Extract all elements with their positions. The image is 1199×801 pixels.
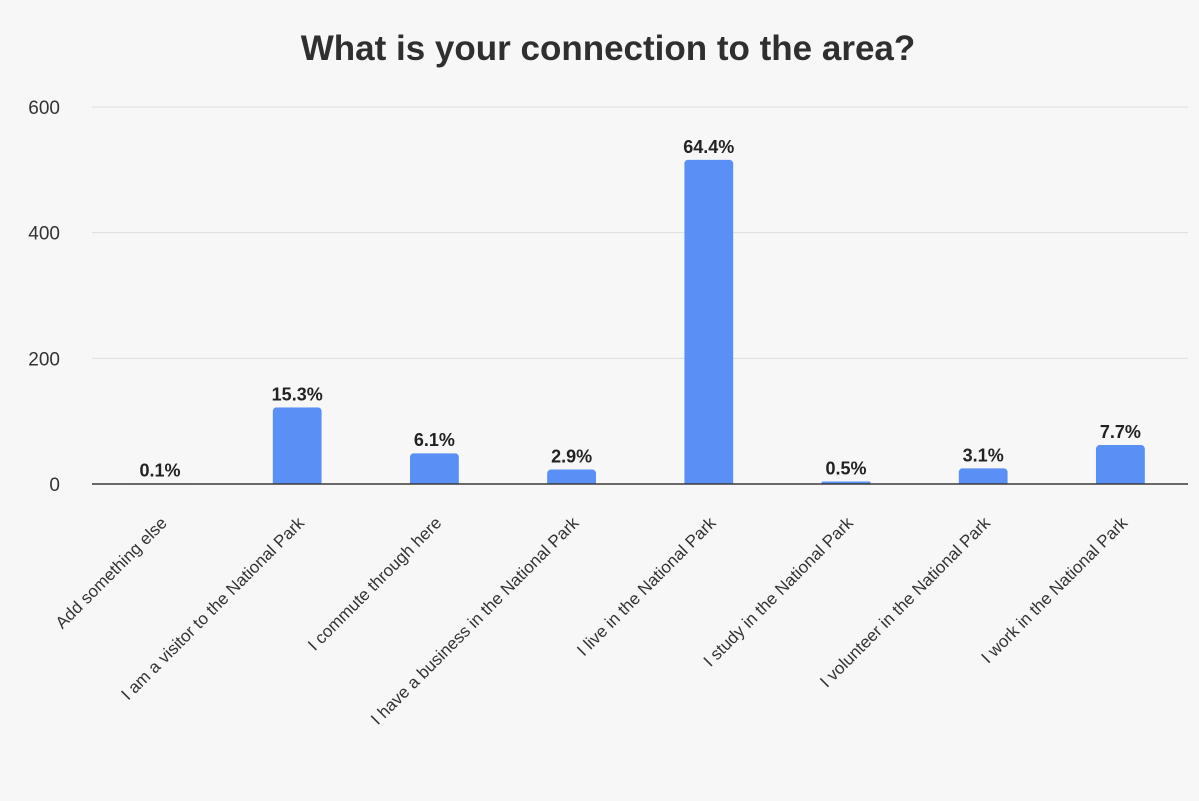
x-tick-label: I live in the National Park	[573, 513, 720, 660]
bar	[684, 160, 733, 488]
data-label: 15.3%	[272, 384, 323, 404]
x-tick-label: I work in the National Park	[977, 513, 1131, 667]
y-tick-label: 200	[28, 349, 60, 370]
data-label: 6.1%	[414, 430, 455, 450]
x-tick-label: I commute through here	[304, 513, 445, 654]
bar	[273, 407, 322, 488]
gridlines	[92, 106, 1188, 359]
data-label: 64.4%	[683, 137, 734, 157]
y-axis-ticks: 0 200 400 600	[28, 98, 60, 496]
data-label: 0.5%	[825, 458, 866, 478]
bars	[136, 160, 1145, 488]
data-label: 2.9%	[551, 447, 592, 467]
bar	[410, 453, 459, 488]
data-label: 0.1%	[139, 460, 180, 480]
data-label: 3.1%	[963, 445, 1004, 465]
bar	[547, 470, 596, 488]
y-tick-label: 600	[28, 98, 60, 119]
chart-title: What is your connection to the area?	[301, 29, 916, 68]
bar	[1096, 445, 1145, 488]
x-tick-label: I study in the National Park	[700, 513, 857, 670]
data-label: 7.7%	[1100, 422, 1141, 442]
y-tick-label: 0	[49, 475, 60, 496]
y-tick-label: 400	[28, 224, 60, 245]
data-labels: 0.1% 15.3% 6.1% 2.9% 64.4% 0.5% 3.1% 7.7%	[139, 137, 1140, 481]
x-tick-label: Add something else	[52, 513, 171, 632]
bar	[959, 468, 1008, 488]
